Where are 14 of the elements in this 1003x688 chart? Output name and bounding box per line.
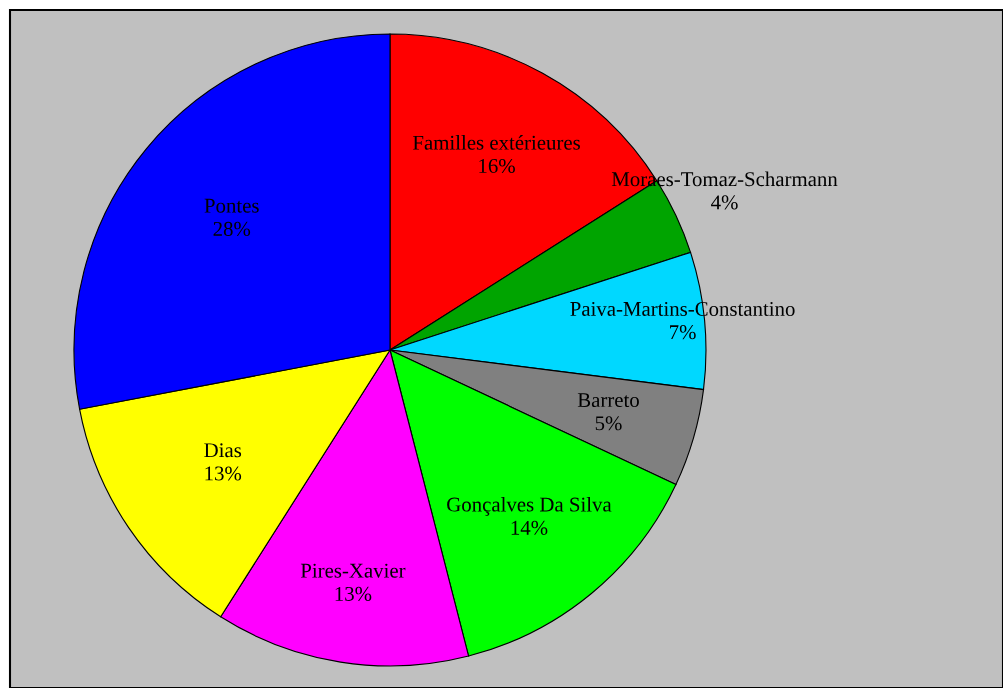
slice-label: Gonçalves Da Silva: [447, 496, 612, 516]
slice-label: Familles extérieures: [412, 135, 580, 150]
data-label: 4%: [711, 195, 738, 210]
slice-label: Pires-Xavier: [300, 563, 406, 578]
data-label: 16%: [479, 158, 515, 174]
data-label: 13%: [205, 466, 242, 481]
slice-label: Barreto: [577, 393, 639, 408]
data-label: 28%: [213, 221, 251, 236]
data-label: 7%: [670, 325, 696, 340]
slice-label: Pontes: [204, 198, 259, 213]
data-label: 13%: [335, 586, 372, 601]
slice-label: Dias: [204, 443, 242, 458]
data-label: 14%: [511, 520, 548, 535]
data-label: 5%: [595, 416, 622, 431]
